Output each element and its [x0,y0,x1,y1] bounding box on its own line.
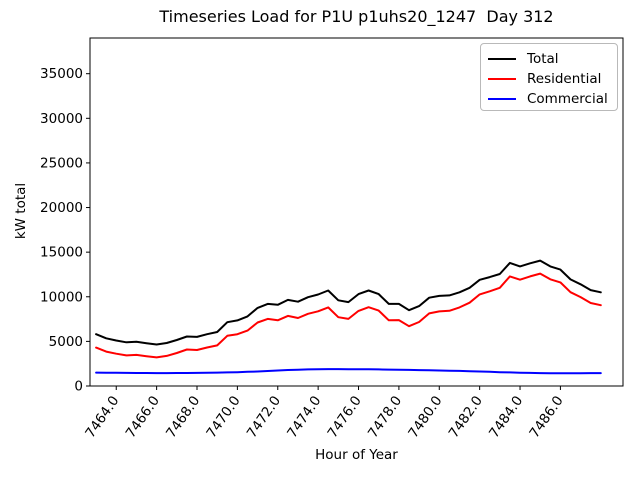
legend-item-residential: Residential [488,69,617,89]
residential-line-swatch [488,78,516,80]
x-tick-label: 7468.0 [163,393,203,441]
x-tick-label: 7480.0 [405,393,445,441]
y-tick-label: 15000 [40,245,83,261]
chart-title: Timeseries Load for P1U p1uhs20_1247 Day… [159,7,554,26]
x-tick-label: 7472.0 [244,393,284,441]
total-line-swatch [488,58,516,60]
series-residential-line [95,272,602,359]
x-tick-label: 7484.0 [486,393,526,441]
legend-label-total: Total [527,51,559,67]
series-commercial-line [95,368,602,375]
legend-item-total: Total [488,49,617,69]
y-tick-label: 0 [74,379,83,395]
x-tick-label: 7478.0 [365,393,405,441]
x-tick-label: 7474.0 [284,393,324,441]
y-tick-label: 35000 [40,66,83,82]
y-tick-label: 10000 [40,289,83,305]
legend-label-residential: Residential [527,71,602,87]
x-tick-label: 7470.0 [203,393,243,441]
plot-frame [89,37,624,387]
y-tick-label: 20000 [40,200,83,216]
legend: Total Residential Commercial [480,43,618,111]
x-axis-label: Hour of Year [315,447,398,463]
x-tick-label: 7486.0 [526,393,566,441]
x-tick-label: 7466.0 [123,393,163,441]
commercial-line-swatch [488,98,516,100]
x-tick-label: 7464.0 [82,393,122,441]
y-tick-label: 5000 [49,334,83,350]
x-tick-label: 7482.0 [446,393,486,441]
y-tick-label: 25000 [40,155,83,171]
legend-label-commercial: Commercial [527,91,608,107]
series-total-line [95,259,602,346]
x-tick-label: 7476.0 [325,393,365,441]
y-tick-label: 30000 [40,111,83,127]
legend-item-commercial: Commercial [488,89,617,109]
